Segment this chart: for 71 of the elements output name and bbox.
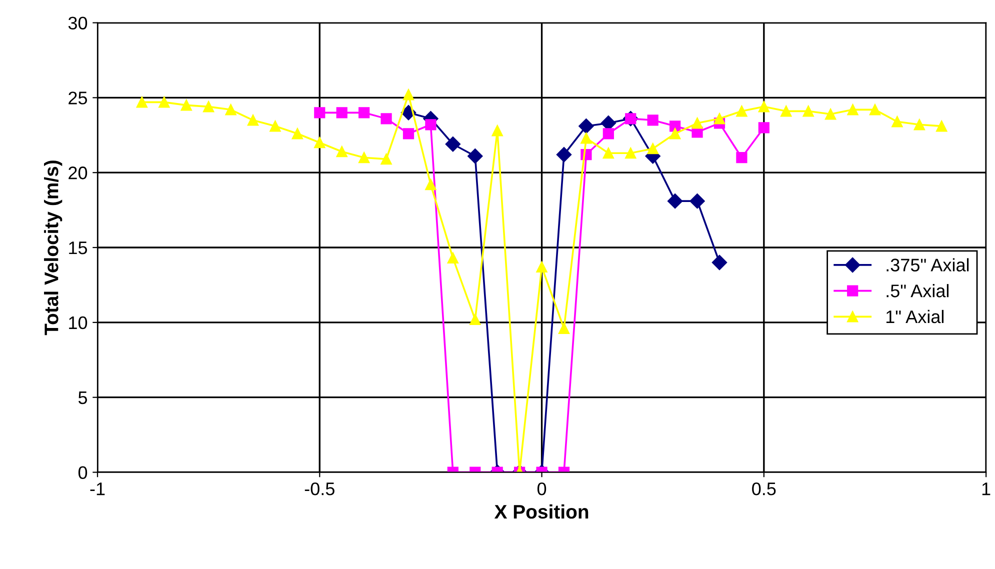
point xyxy=(936,120,948,132)
point xyxy=(158,96,170,108)
point xyxy=(690,193,705,209)
point xyxy=(556,147,572,162)
point xyxy=(402,128,414,140)
point xyxy=(869,104,881,116)
point xyxy=(358,152,370,164)
point xyxy=(314,107,326,118)
point xyxy=(647,143,658,154)
y-tick-label: 20 xyxy=(68,166,88,180)
point xyxy=(780,106,792,117)
legend-label: 1" Axial xyxy=(886,310,944,324)
point xyxy=(824,108,836,120)
point xyxy=(625,148,636,159)
x-tick-label: 0.5 xyxy=(752,482,776,496)
point xyxy=(736,152,748,164)
point xyxy=(670,128,681,140)
point xyxy=(580,132,592,144)
point xyxy=(336,146,348,158)
point xyxy=(558,322,570,334)
point xyxy=(667,193,683,209)
point xyxy=(225,104,236,116)
legend-label: .375" Axial xyxy=(886,258,969,272)
point xyxy=(712,254,728,270)
y-tick-label: 10 xyxy=(69,316,88,330)
legend-label: .5" Axial xyxy=(886,284,949,298)
point xyxy=(536,261,548,273)
point xyxy=(492,125,503,136)
point xyxy=(203,101,214,112)
point xyxy=(380,113,392,124)
point xyxy=(914,119,925,130)
point xyxy=(447,252,458,264)
point xyxy=(758,101,770,112)
point xyxy=(802,106,814,117)
x-tick-label: -1 xyxy=(90,482,105,496)
point xyxy=(892,116,903,128)
y-tick-label: 0 xyxy=(78,466,88,479)
y-tick-label: 5 xyxy=(78,391,88,404)
point xyxy=(425,179,436,190)
point xyxy=(670,120,681,132)
point xyxy=(247,114,259,126)
point xyxy=(336,107,348,118)
point xyxy=(602,128,614,140)
point xyxy=(425,119,436,130)
point xyxy=(714,113,726,124)
y-axis-title: Total Velocity (m/s) xyxy=(44,160,62,336)
x-tick-label: 0 xyxy=(537,482,546,496)
y-tick-label: 15 xyxy=(69,242,88,254)
y-tick-label: 30 xyxy=(68,16,88,30)
point xyxy=(136,96,148,108)
point xyxy=(358,107,370,118)
point xyxy=(180,100,192,111)
point xyxy=(692,118,703,129)
x-axis-title: X Position xyxy=(494,504,588,519)
point xyxy=(468,148,483,164)
point xyxy=(758,122,770,134)
x-tick-label: -0.5 xyxy=(304,482,334,496)
point xyxy=(847,104,858,116)
point xyxy=(314,137,326,148)
point xyxy=(736,106,748,117)
point xyxy=(445,136,460,152)
point xyxy=(578,118,594,134)
point xyxy=(470,314,481,325)
point xyxy=(292,128,303,140)
point xyxy=(402,89,414,100)
x-tick-label: 1 xyxy=(982,482,990,496)
point xyxy=(380,154,392,165)
point xyxy=(602,148,614,159)
y-tick-label: 25 xyxy=(68,92,88,104)
point xyxy=(647,114,658,126)
point xyxy=(270,120,281,132)
